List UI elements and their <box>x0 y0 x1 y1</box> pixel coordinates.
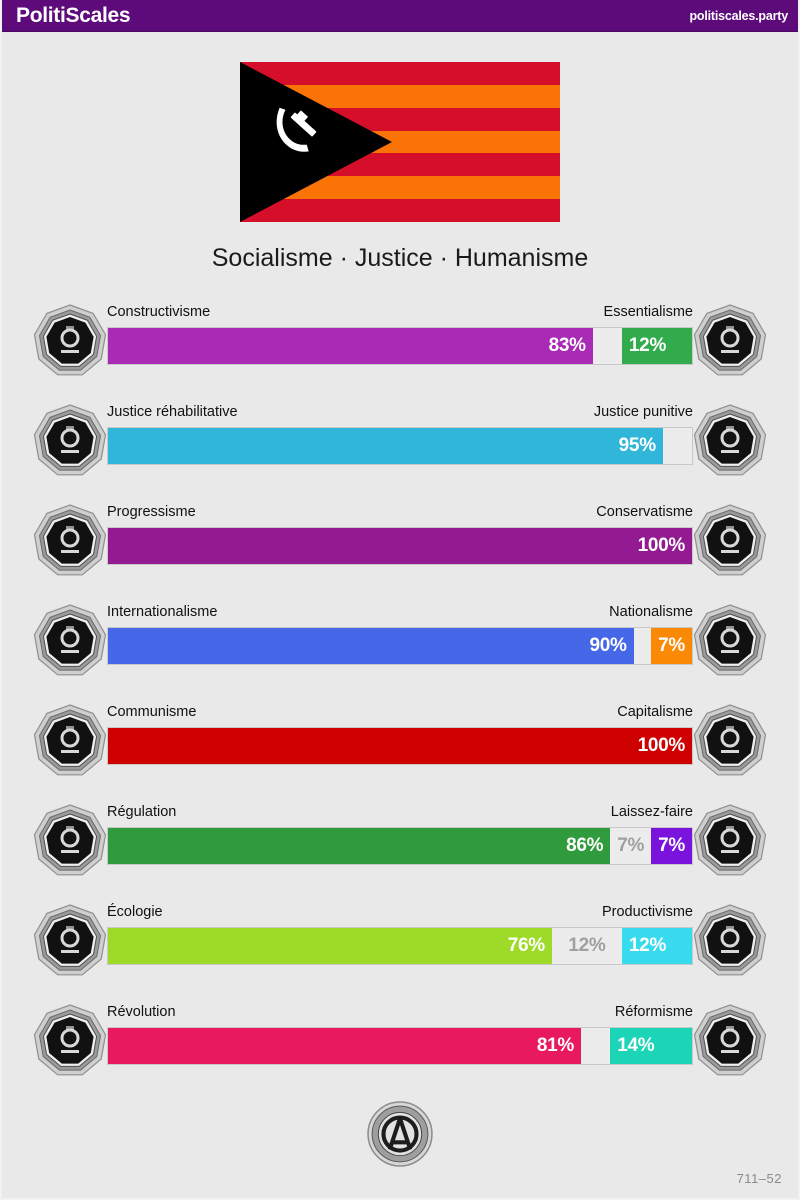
productivism-badge-icon <box>693 904 767 976</box>
axis-bar: 83% 12% <box>107 327 693 365</box>
axis-body: Révolution Réformisme 81% 14% <box>98 1004 702 1078</box>
axis-bar: 81% 14% <box>107 1027 693 1065</box>
axis-body: Internationalisme Nationalisme 90% 7% <box>98 604 702 678</box>
axis-body: Communisme Capitalisme 100% <box>98 704 702 778</box>
flag-container <box>2 62 798 222</box>
axis-labels: Constructivisme Essentialisme <box>107 304 693 327</box>
ecology-badge-icon <box>33 904 107 976</box>
axis-body: Progressisme Conservatisme 100% <box>98 504 702 578</box>
constructivism-badge-icon <box>33 304 107 376</box>
axis-neutral-segment <box>633 628 652 664</box>
axis-neutral-segment: 12% <box>551 928 622 964</box>
axis-right-segment: 14% <box>610 1028 692 1064</box>
footer-badge-container <box>2 1101 798 1167</box>
axis-labels: Révolution Réformisme <box>107 1004 693 1027</box>
site-url-label: politiscales.party <box>689 8 788 23</box>
result-code-label: 711–52 <box>736 1171 782 1186</box>
axis-body: Constructivisme Essentialisme 83% 12% <box>98 304 702 378</box>
regulation-badge-icon <box>33 804 107 876</box>
axis-right-label: Réformisme <box>614 1004 693 1020</box>
axis-labels: Communisme Capitalisme <box>107 704 693 727</box>
axis-bar: 86% 7% 7% <box>107 827 693 865</box>
axis-body: Écologie Productivisme 76% 12% 12% <box>98 904 702 978</box>
result-flag <box>240 62 560 222</box>
axis-left-segment: 81% <box>108 1028 582 1064</box>
hammer-and-sickle-icon <box>276 107 317 152</box>
progressivism-badge-icon <box>33 504 107 576</box>
axis-right-segment: 7% <box>651 628 692 664</box>
axis-bar: 100% <box>107 527 693 565</box>
capitalism-badge-icon <box>693 704 767 776</box>
axis-row: Communisme Capitalisme 100% <box>2 691 798 791</box>
axis-labels: Régulation Laissez-faire <box>107 804 693 827</box>
flag-triangle <box>240 62 392 222</box>
axis-labels: Progressisme Conservatisme <box>107 504 693 527</box>
axis-left-segment: 100% <box>108 528 692 564</box>
laissez-faire-badge-icon <box>693 804 767 876</box>
axis-left-segment: 90% <box>108 628 634 664</box>
axis-left-label: Progressisme <box>107 504 196 520</box>
axis-right-label: Laissez-faire <box>610 804 693 820</box>
axes-list: Constructivisme Essentialisme 83% 12% Justic… <box>2 291 798 1091</box>
axis-bar: 90% 7% <box>107 627 693 665</box>
axis-left-segment: 100% <box>108 728 692 764</box>
rehabilitative-justice-badge-icon <box>33 404 107 476</box>
anarchism-badge-icon <box>367 1101 433 1167</box>
axis-row: Internationalisme Nationalisme 90% 7% <box>2 591 798 691</box>
axis-left-label: Internationalisme <box>107 604 218 620</box>
axis-neutral-segment <box>662 428 692 464</box>
axis-body: Justice réhabilitative Justice punitive 95… <box>98 404 702 478</box>
axis-bar: 100% <box>107 727 693 765</box>
axis-body: Régulation Laissez-faire 86% 7% 7% <box>98 804 702 878</box>
axis-right-segment: 12% <box>621 928 692 964</box>
axis-left-label: Régulation <box>107 804 177 820</box>
axis-right-label: Conservatisme <box>596 504 693 520</box>
nationalism-badge-icon <box>693 604 767 676</box>
axis-left-label: Communisme <box>107 704 197 720</box>
brand-title: PolitiScales <box>16 3 131 27</box>
reformism-badge-icon <box>693 1004 767 1076</box>
axis-left-label: Écologie <box>107 904 163 920</box>
axis-neutral-segment <box>592 328 622 364</box>
app-header: PolitiScales politiscales.party <box>2 0 798 32</box>
internationalism-badge-icon <box>33 604 107 676</box>
conservatism-badge-icon <box>693 504 767 576</box>
revolution-badge-icon <box>33 1004 107 1076</box>
axis-bar: 76% 12% 12% <box>107 927 693 965</box>
axis-row: Régulation Laissez-faire 86% 7% 7% <box>2 791 798 891</box>
communism-badge-icon <box>33 704 107 776</box>
axis-right-segment: 12% <box>621 328 692 364</box>
axis-neutral-segment: 7% <box>610 828 652 864</box>
axis-left-segment: 83% <box>108 328 593 364</box>
axis-right-label: Essentialisme <box>603 304 693 320</box>
page-title: Socialisme · Justice · Humanisme <box>211 244 589 272</box>
axis-right-segment: 7% <box>651 828 692 864</box>
axis-left-segment: 86% <box>108 828 611 864</box>
axis-row: Progressisme Conservatisme 100% <box>2 491 798 591</box>
axis-left-segment: 76% <box>108 928 552 964</box>
axis-row: Révolution Réformisme 81% 14% <box>2 991 798 1091</box>
axis-labels: Écologie Productivisme <box>107 904 693 927</box>
axis-labels: Justice réhabilitative Justice punitive <box>107 404 693 427</box>
punitive-justice-badge-icon <box>693 404 767 476</box>
axis-row: Justice réhabilitative Justice punitive 95… <box>2 391 798 491</box>
essentialism-badge-icon <box>693 304 767 376</box>
axis-left-label: Constructivisme <box>107 304 211 320</box>
axis-labels: Internationalisme Nationalisme <box>107 604 693 627</box>
axis-right-label: Justice punitive <box>593 404 693 420</box>
axis-left-label: Justice réhabilitative <box>107 404 238 420</box>
axis-bar: 95% <box>107 427 693 465</box>
axis-right-label: Productivisme <box>601 904 693 920</box>
axis-right-label: Capitalisme <box>617 704 693 720</box>
axis-neutral-segment <box>581 1028 611 1064</box>
axis-left-segment: 95% <box>108 428 663 464</box>
axis-row: Constructivisme Essentialisme 83% 12% <box>2 291 798 391</box>
axis-right-label: Nationalisme <box>609 604 693 620</box>
axis-left-label: Révolution <box>107 1004 176 1020</box>
axis-row: Écologie Productivisme 76% 12% 12% <box>2 891 798 991</box>
